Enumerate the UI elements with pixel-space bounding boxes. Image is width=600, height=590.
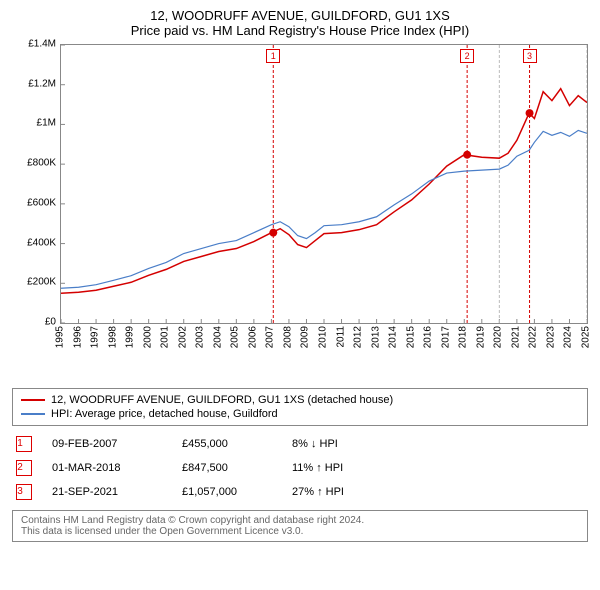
legend-label: 12, WOODRUFF AVENUE, GUILDFORD, GU1 1XS … [51,394,393,406]
y-tick-label: £1M [37,118,56,129]
series-subject [61,89,587,294]
x-tick-label: 2002 [177,326,188,348]
x-tick-label: 2016 [423,326,434,348]
x-tick-label: 2015 [405,326,416,348]
x-axis: 1995199619971998199920002001200220032004… [60,324,588,384]
attribution: Contains HM Land Registry data © Crown c… [12,510,588,542]
x-tick-label: 1998 [107,326,118,348]
transaction-diff: 11% ↑ HPI [292,462,402,474]
x-tick-label: 2012 [353,326,364,348]
x-tick-label: 2019 [475,326,486,348]
transaction-row: 1 09-FEB-2007£455,0008% ↓ HPI [12,432,588,456]
transaction-row: 3 21-SEP-2021£1,057,00027% ↑ HPI [12,480,588,504]
transaction-date: 01-MAR-2018 [52,462,182,474]
x-tick-label: 2020 [493,326,504,348]
x-tick-label: 2011 [335,326,346,348]
chart-area: £0£200K£400K£600K£800K£1M£1.2M£1.4M 123 … [12,44,588,384]
x-tick-label: 2009 [300,326,311,348]
transaction-marker-label: 1 [266,49,280,63]
y-tick-label: £1.2M [28,78,56,89]
x-tick-label: 2023 [545,326,556,348]
chart-address: 12, WOODRUFF AVENUE, GUILDFORD, GU1 1XS [12,8,588,23]
transaction-marker-label: 3 [523,49,537,63]
x-tick-label: 2024 [563,326,574,348]
legend-label: HPI: Average price, detached house, Guil… [51,408,278,420]
x-tick-label: 1996 [72,326,83,348]
chart-header: 12, WOODRUFF AVENUE, GUILDFORD, GU1 1XS … [12,8,588,38]
y-tick-label: £1.4M [28,39,56,50]
x-tick-label: 2004 [212,326,223,348]
y-axis: £0£200K£400K£600K£800K£1M£1.2M£1.4M [12,44,60,324]
chart-subtitle: Price paid vs. HM Land Registry's House … [12,23,588,38]
transaction-diff: 27% ↑ HPI [292,486,402,498]
transaction-number: 1 [16,436,32,452]
y-tick-label: £200K [27,277,56,288]
x-tick-label: 2000 [142,326,153,348]
legend-row: 12, WOODRUFF AVENUE, GUILDFORD, GU1 1XS … [21,393,579,407]
x-tick-label: 2018 [458,326,469,348]
transaction-row: 2 01-MAR-2018£847,50011% ↑ HPI [12,456,588,480]
x-tick-label: 2001 [160,326,171,348]
x-tick-label: 2006 [247,326,258,348]
transaction-price: £847,500 [182,462,292,474]
transaction-diff: 8% ↓ HPI [292,438,402,450]
legend-swatch [21,413,45,415]
x-tick-label: 2013 [370,326,381,348]
x-tick-label: 1999 [125,326,136,348]
x-tick-label: 2005 [230,326,241,348]
transaction-marker-label: 2 [460,49,474,63]
x-tick-label: 2014 [388,326,399,348]
x-tick-label: 2008 [282,326,293,348]
x-tick-label: 2010 [318,326,329,348]
transaction-date: 21-SEP-2021 [52,486,182,498]
transaction-price: £455,000 [182,438,292,450]
x-tick-label: 2025 [581,326,592,348]
transaction-price: £1,057,000 [182,486,292,498]
transaction-number: 3 [16,484,32,500]
plot-svg [61,45,587,323]
y-tick-label: £600K [27,197,56,208]
x-tick-label: 2021 [510,326,521,348]
transaction-date: 09-FEB-2007 [52,438,182,450]
legend-row: HPI: Average price, detached house, Guil… [21,407,579,421]
legend: 12, WOODRUFF AVENUE, GUILDFORD, GU1 1XS … [12,388,588,426]
legend-swatch [21,399,45,401]
y-tick-label: £800K [27,158,56,169]
x-tick-label: 2007 [265,326,276,348]
y-tick-label: £400K [27,237,56,248]
x-tick-label: 2017 [440,326,451,348]
attribution-line1: Contains HM Land Registry data © Crown c… [21,515,579,526]
transaction-number: 2 [16,460,32,476]
x-tick-label: 1997 [90,326,101,348]
x-tick-label: 2022 [528,326,539,348]
x-tick-label: 2003 [195,326,206,348]
x-tick-label: 1995 [55,326,66,348]
transaction-table: 1 09-FEB-2007£455,0008% ↓ HPI 2 01-MAR-2018… [12,432,588,504]
attribution-line2: This data is licensed under the Open Gov… [21,526,579,537]
plot-area: 1 2 3 [60,44,588,324]
